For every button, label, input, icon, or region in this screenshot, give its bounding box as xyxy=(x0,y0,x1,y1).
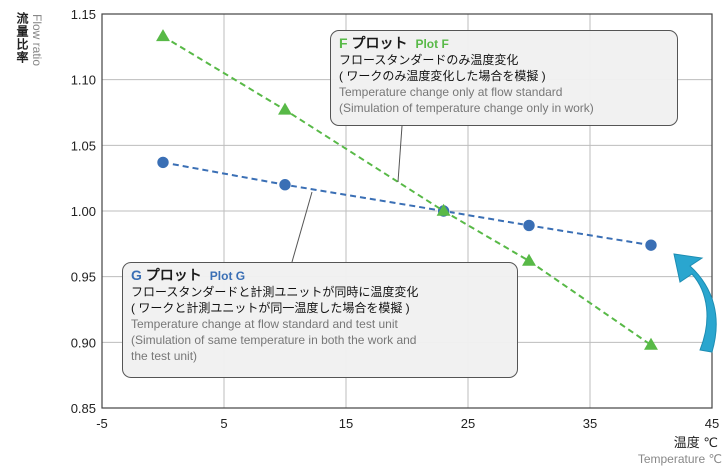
y-tick-label: 0.90 xyxy=(71,335,96,350)
data-point-f xyxy=(644,337,658,350)
callout-f-heading: F プロット Plot F xyxy=(339,35,669,52)
callout-f-pointer xyxy=(397,125,403,183)
callout-plot-g: G プロット Plot G フロースタンダードと計測ユニットが同時に温度変化 ( … xyxy=(122,262,518,378)
y-tick-label: 1.05 xyxy=(71,138,96,153)
y-tick-label: 0.85 xyxy=(71,401,96,416)
callout-g-line1: フロースタンダードと計測ユニットが同時に温度変化 xyxy=(131,285,419,299)
data-point-f xyxy=(436,203,451,216)
y-tick-label: 1.00 xyxy=(71,204,96,219)
x-tick-label: 45 xyxy=(705,416,719,431)
callout-f-title-jp: プロット xyxy=(347,35,408,51)
data-point-f xyxy=(278,102,292,115)
y-axis-label-en: Flow ratio xyxy=(30,14,44,67)
callout-plot-f: F プロット Plot F フロースタンダードのみ温度変化 ( ワークのみ温度変化… xyxy=(330,30,678,126)
callout-g-title-jp: プロット xyxy=(141,267,202,283)
data-point-g xyxy=(522,219,536,232)
x-tick-label: 35 xyxy=(583,416,597,431)
y-tick-label: 1.10 xyxy=(71,73,96,88)
plot-frame xyxy=(101,13,713,409)
x-axis-label-jp: 温度 ℃ xyxy=(673,435,718,450)
x-tick-label: 15 xyxy=(339,416,353,431)
series-line-g xyxy=(162,161,652,247)
data-point-f xyxy=(156,29,170,42)
callout-g-letter: G xyxy=(131,267,142,283)
x-axis-label-en: Temperature ℃ xyxy=(637,452,722,466)
callout-f-title-en: Plot F xyxy=(415,37,449,51)
callout-f-title: F プロット xyxy=(339,35,407,51)
callout-g-title: G プロット xyxy=(131,267,202,283)
callout-g-line2: ( ワークと計測ユニットが同一温度した場合を模擬 ) xyxy=(131,301,410,315)
callout-g-title-en: Plot G xyxy=(209,269,246,283)
callout-f-line2: ( ワークのみ温度変化した場合を模擬 ) xyxy=(339,69,546,83)
callout-f-line3: Temperature change only at flow standard xyxy=(339,85,563,99)
data-point-g xyxy=(156,156,170,169)
callout-g-heading: G プロット Plot G xyxy=(131,267,509,284)
y-tick-label: 0.95 xyxy=(71,270,96,285)
x-tick-label: -5 xyxy=(96,416,108,431)
callout-g-line3: Temperature change at flow standard and … xyxy=(131,317,398,331)
x-tick-label: 5 xyxy=(220,416,227,431)
data-point-g xyxy=(644,238,658,252)
data-point-f xyxy=(522,253,536,266)
callout-f-line1: フロースタンダードのみ温度変化 xyxy=(339,53,519,67)
curved-arrow-icon xyxy=(673,253,717,353)
callout-g-line4: (Simulation of same temperature in both … xyxy=(131,333,417,347)
callout-g-pointer xyxy=(291,191,313,263)
callout-g-line5: the test unit) xyxy=(131,349,198,363)
callout-f-line4: (Simulation of temperature change only i… xyxy=(339,101,594,115)
callout-f-letter: F xyxy=(339,35,348,51)
data-point-g xyxy=(278,178,292,192)
y-axis-label-jp: 流量比率 xyxy=(15,12,29,64)
x-tick-label: 25 xyxy=(461,416,475,431)
y-tick-label: 1.15 xyxy=(71,7,96,22)
